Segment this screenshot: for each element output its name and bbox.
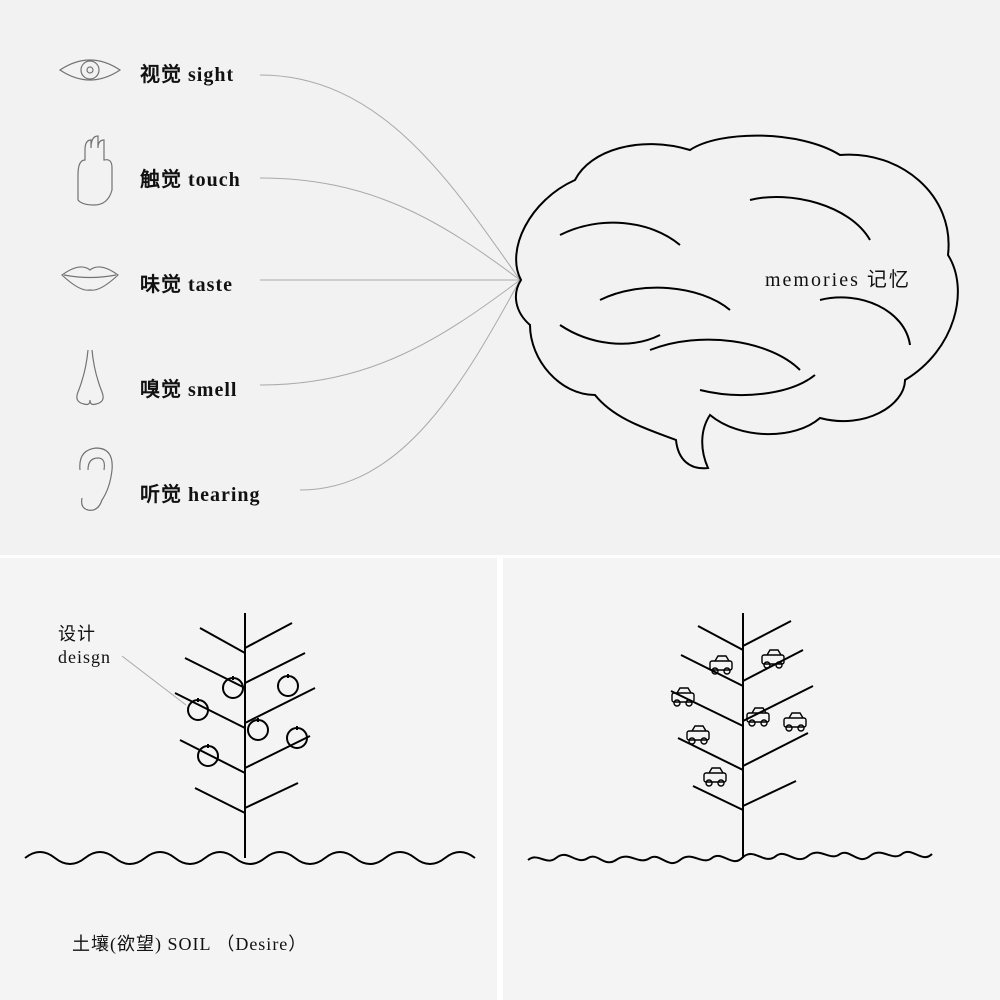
- sense-label-taste: 味觉 taste: [140, 268, 233, 297]
- ear-icon: [80, 448, 112, 510]
- right-tree-svg: [503, 558, 1000, 1000]
- connector-lines: [260, 75, 520, 490]
- sense-label-smell: 嗅觉 smell: [140, 373, 237, 402]
- sense-label-sight: 视觉 sight: [140, 58, 234, 87]
- design-tree-panel-left: 设计 deisgn 土壤(欲望) SOIL （Desire）: [0, 558, 497, 1000]
- eye-icon: [60, 60, 120, 80]
- sense-icons: [60, 60, 120, 510]
- brain-icon: [516, 136, 958, 469]
- nose-icon: [77, 350, 103, 405]
- design-tree-panel-right: [503, 558, 1000, 1000]
- sense-label-hearing: 听觉 hearing: [140, 478, 261, 507]
- memories-label: memories 记忆: [765, 263, 911, 292]
- hand-icon: [78, 136, 112, 205]
- car-fruits: [672, 650, 806, 786]
- sense-label-touch: 触觉 touch: [140, 163, 241, 192]
- soil-label: 土壤(欲望) SOIL （Desire）: [72, 930, 307, 956]
- design-label: 设计 deisgn: [58, 623, 111, 668]
- tree-right: [528, 613, 932, 863]
- lips-icon: [62, 267, 118, 290]
- senses-to-brain-panel: 视觉 sight 触觉 touch 味觉 taste 嗅觉 smell 听觉 h…: [0, 0, 1000, 555]
